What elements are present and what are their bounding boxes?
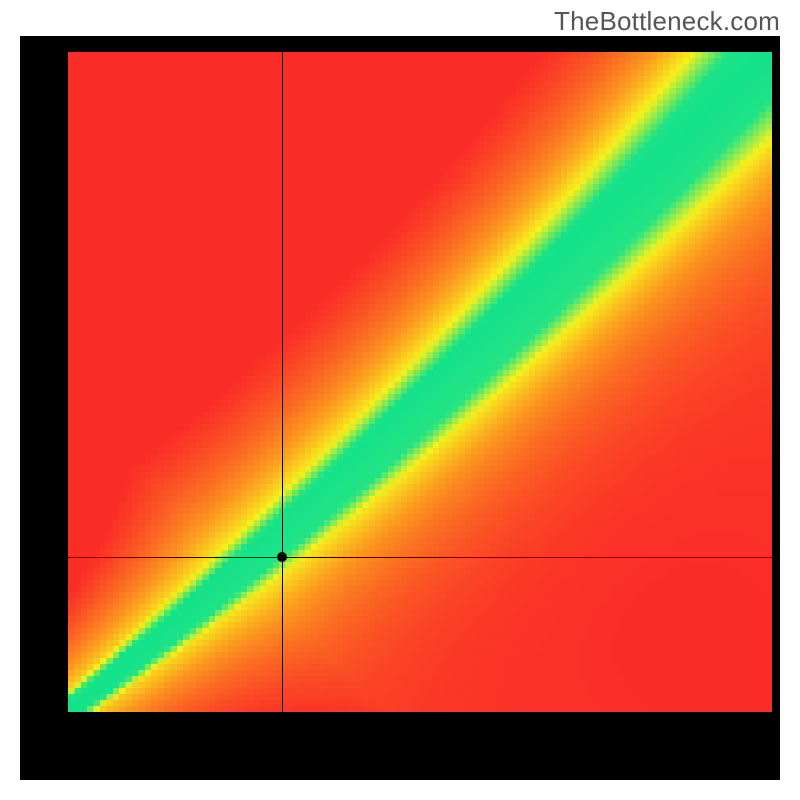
chart-container: TheBottleneck.com xyxy=(0,0,800,800)
crosshair-vertical xyxy=(282,52,283,712)
crosshair-horizontal xyxy=(68,557,772,558)
heatmap-canvas xyxy=(68,52,772,712)
plot-outer-frame xyxy=(20,36,780,780)
watermark-text: TheBottleneck.com xyxy=(554,6,780,37)
plot-area xyxy=(68,52,772,712)
marker-dot xyxy=(277,552,287,562)
